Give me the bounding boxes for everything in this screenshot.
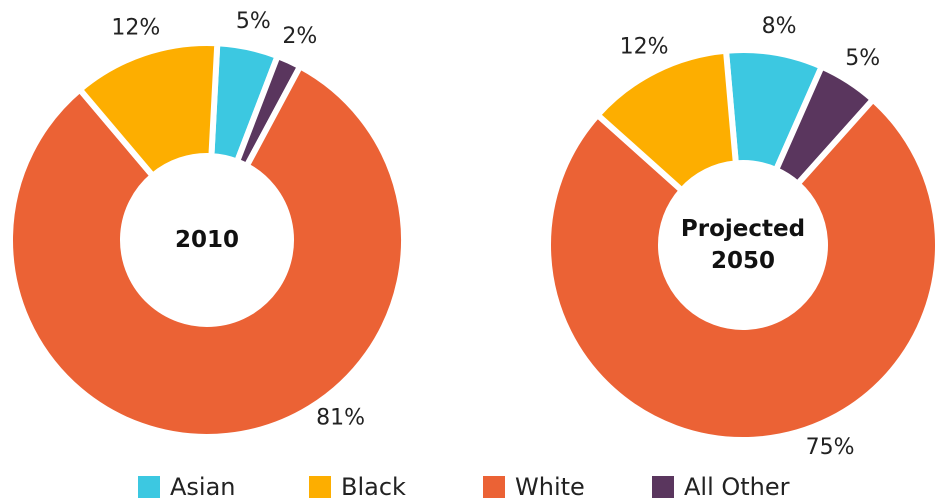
legend-label: White bbox=[515, 473, 585, 501]
data-label: 81% bbox=[316, 406, 365, 431]
donut-slice bbox=[545, 95, 936, 443]
legend-swatch bbox=[309, 476, 331, 498]
data-label: 2% bbox=[282, 24, 317, 49]
data-label: 12% bbox=[620, 34, 669, 59]
legend-label: Asian bbox=[170, 473, 236, 501]
donut-slice bbox=[593, 47, 740, 195]
legend-swatch bbox=[652, 476, 674, 498]
legend-swatch bbox=[138, 476, 160, 498]
chart-title: 2010 bbox=[174, 227, 239, 253]
legend-label: All Other bbox=[684, 473, 790, 501]
donut-slice bbox=[7, 62, 407, 440]
data-label: 12% bbox=[111, 16, 160, 41]
data-label: 5% bbox=[236, 9, 271, 34]
donut-slice bbox=[75, 40, 221, 181]
data-label: 5% bbox=[845, 46, 880, 71]
data-label: 75% bbox=[806, 435, 855, 460]
legend-swatch bbox=[483, 476, 505, 498]
chart-title: Projected 2050 bbox=[680, 216, 806, 274]
legend-label: Black bbox=[341, 473, 406, 501]
data-label: 8% bbox=[762, 14, 797, 39]
